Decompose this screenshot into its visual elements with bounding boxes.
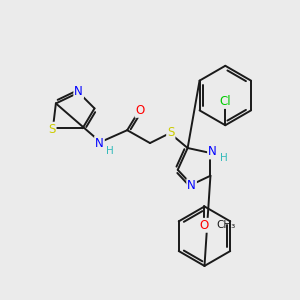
Text: N: N (208, 146, 217, 158)
Text: S: S (167, 126, 175, 139)
Text: H: H (106, 146, 113, 156)
Text: O: O (200, 219, 209, 232)
Text: Cl: Cl (220, 95, 231, 108)
Text: S: S (48, 123, 56, 136)
Text: N: N (187, 179, 196, 192)
Text: H: H (220, 153, 228, 163)
Text: CH₃: CH₃ (216, 220, 236, 230)
Text: O: O (136, 104, 145, 117)
Text: N: N (74, 85, 83, 98)
Text: N: N (95, 136, 104, 150)
